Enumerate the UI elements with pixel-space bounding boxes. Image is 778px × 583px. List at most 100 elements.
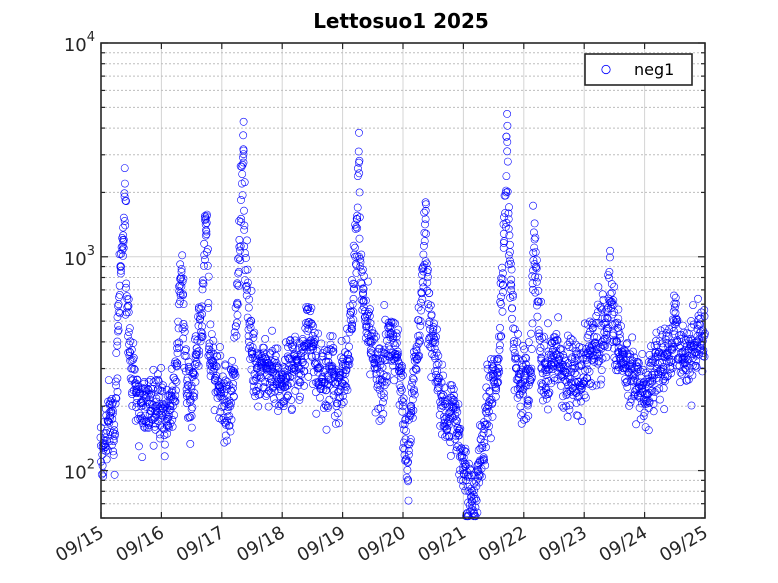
data-point xyxy=(426,342,434,351)
data-point xyxy=(109,435,118,444)
data-point xyxy=(288,364,297,373)
data-point xyxy=(300,367,309,376)
data-point xyxy=(380,301,389,309)
data-point xyxy=(223,397,232,406)
data-point xyxy=(572,411,581,420)
data-point xyxy=(455,470,464,479)
legend-box xyxy=(584,53,693,86)
data-point xyxy=(668,364,677,372)
y-axis: 102 103 104 xyxy=(64,30,705,519)
data-point xyxy=(603,326,611,335)
data-point xyxy=(200,239,209,248)
data-point xyxy=(500,213,508,222)
data-point xyxy=(156,421,165,430)
data-point xyxy=(140,423,149,432)
data-point xyxy=(598,290,607,299)
data-point xyxy=(664,332,673,341)
data-point xyxy=(461,447,470,456)
data-point xyxy=(670,299,679,308)
data-point xyxy=(116,309,124,318)
data-point xyxy=(646,379,655,387)
data-point xyxy=(512,364,521,373)
data-point xyxy=(420,237,429,245)
data-point xyxy=(401,435,410,444)
data-point xyxy=(168,422,177,431)
data-point xyxy=(465,464,474,473)
data-point xyxy=(358,288,367,297)
data-point xyxy=(435,374,444,383)
data-point xyxy=(422,200,430,209)
data-point xyxy=(393,347,402,356)
data-point xyxy=(427,343,436,352)
data-point xyxy=(111,394,120,402)
data-point xyxy=(206,320,215,329)
data-point xyxy=(563,412,572,421)
data-point xyxy=(509,344,518,353)
data-point xyxy=(397,372,406,381)
data-point xyxy=(268,378,276,386)
data-point xyxy=(247,286,256,295)
data-point xyxy=(394,325,403,334)
data-point xyxy=(122,283,130,292)
legend-label: neg1 xyxy=(634,60,674,79)
data-point xyxy=(114,300,123,309)
data-point xyxy=(582,355,591,364)
data-point xyxy=(414,339,423,348)
data-point xyxy=(588,382,597,391)
data-point xyxy=(142,393,151,402)
data-point xyxy=(323,402,332,410)
data-point xyxy=(352,268,361,277)
data-point xyxy=(110,426,119,435)
data-point xyxy=(173,339,182,348)
data-point xyxy=(180,363,189,372)
data-point xyxy=(249,382,258,391)
data-point xyxy=(503,121,512,130)
data-point xyxy=(653,364,662,373)
data-point xyxy=(583,320,592,329)
data-point xyxy=(163,429,171,438)
data-point xyxy=(517,419,526,428)
data-point xyxy=(207,330,216,338)
data-point xyxy=(146,393,155,401)
data-point xyxy=(238,170,247,178)
data-point xyxy=(307,319,316,328)
data-point xyxy=(661,353,669,361)
data-point xyxy=(345,355,354,364)
data-point xyxy=(602,305,611,314)
data-point xyxy=(379,370,388,379)
data-point xyxy=(683,329,691,337)
data-point xyxy=(344,350,353,359)
data-point xyxy=(633,392,642,400)
data-point xyxy=(503,138,512,146)
data-point xyxy=(112,381,120,390)
data-point xyxy=(187,405,196,413)
data-point xyxy=(184,381,193,390)
data-point xyxy=(434,377,443,386)
data-point xyxy=(421,206,430,215)
data-point xyxy=(124,308,133,317)
data-point xyxy=(501,191,510,200)
data-point xyxy=(502,132,511,141)
data-point xyxy=(262,354,271,363)
data-point xyxy=(427,310,436,319)
data-point xyxy=(341,381,349,390)
data-point xyxy=(590,351,599,360)
data-point xyxy=(220,395,229,404)
data-point xyxy=(255,371,264,380)
data-point xyxy=(464,471,473,479)
data-point xyxy=(143,397,152,406)
data-point xyxy=(353,211,362,220)
data-point xyxy=(391,352,400,361)
data-point xyxy=(501,222,510,231)
data-point xyxy=(237,214,245,223)
data-point xyxy=(459,482,468,490)
data-point xyxy=(107,407,115,415)
data-point xyxy=(281,373,290,382)
data-point xyxy=(349,241,358,250)
data-point xyxy=(190,370,199,379)
data-point xyxy=(411,364,420,373)
data-point xyxy=(478,441,486,450)
data-point xyxy=(282,338,290,347)
data-point xyxy=(498,269,507,278)
x-tick-label: 09/18 xyxy=(233,522,288,566)
